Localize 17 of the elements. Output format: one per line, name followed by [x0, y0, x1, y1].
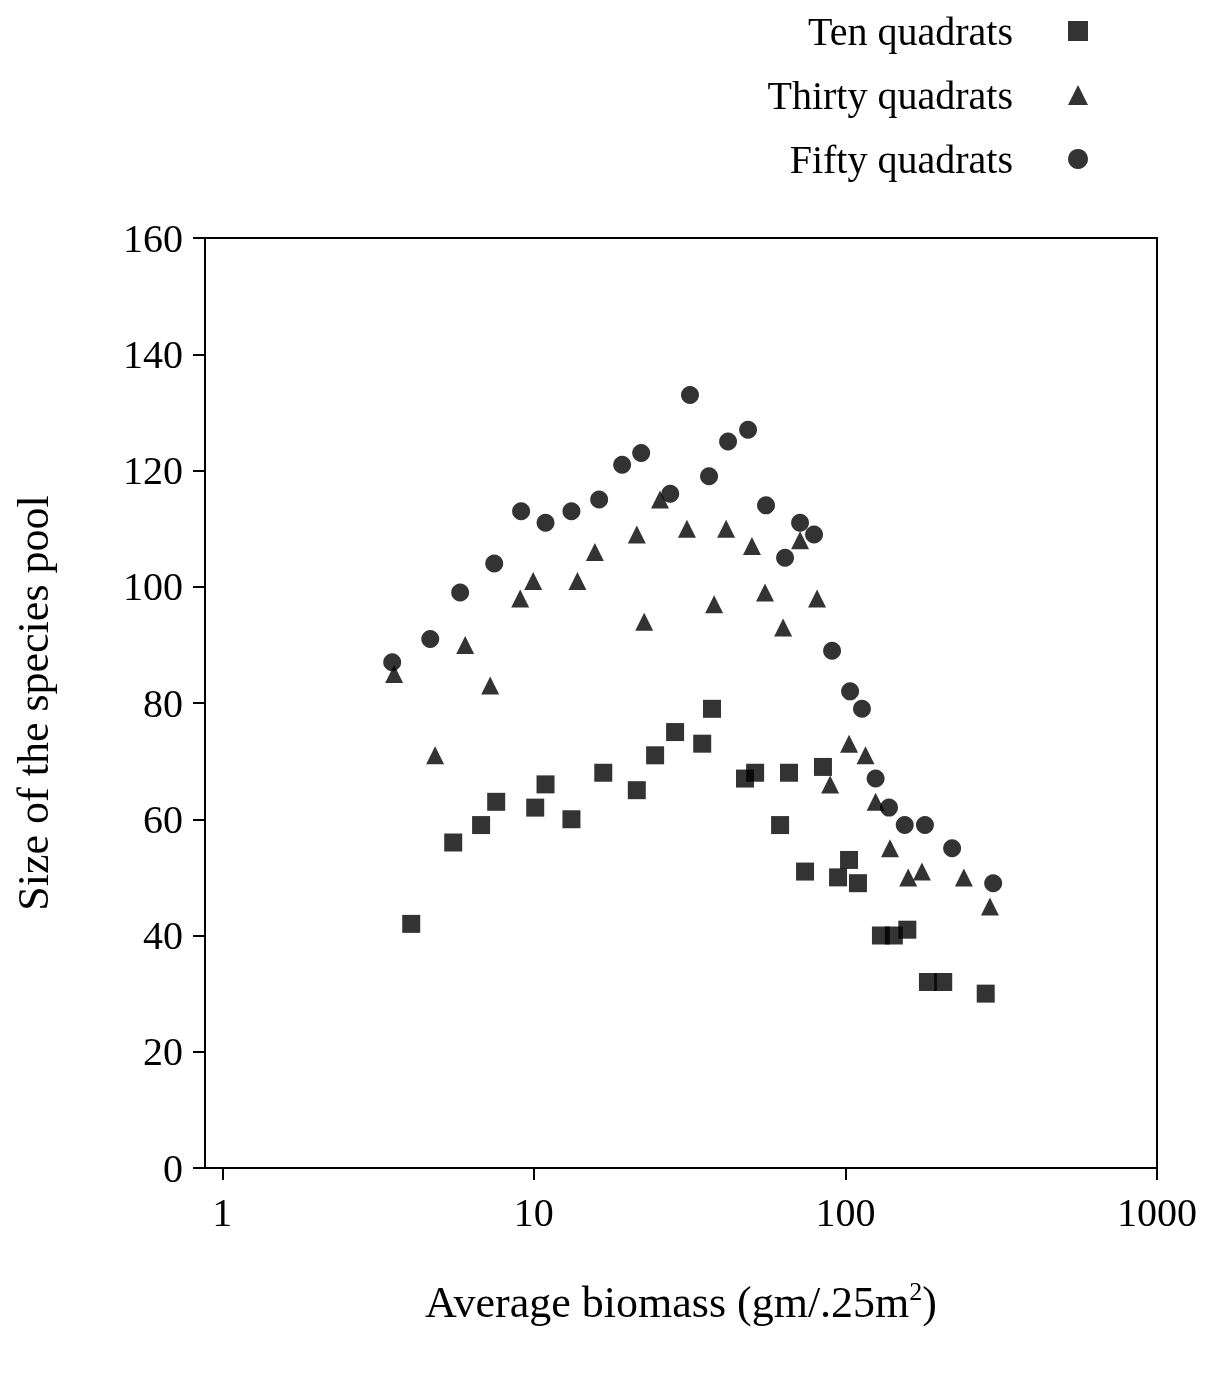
x-tick-label: 100: [815, 1189, 876, 1235]
legend-label: Thirty quadrats: [767, 72, 1013, 118]
x-tick-label: 10: [513, 1189, 554, 1235]
legend-label: Fifty quadrats: [789, 136, 1013, 182]
y-tick-label: 100: [123, 564, 183, 610]
y-axis-title: Size of the species pool: [8, 495, 58, 911]
y-tick-label: 80: [143, 680, 183, 726]
y-tick-label: 120: [123, 448, 183, 493]
y-tick-label: 160: [123, 215, 183, 261]
y-tick-label: 140: [123, 331, 183, 377]
x-tick-label: 1000: [1117, 1189, 1197, 1235]
y-tick-label: 20: [143, 1029, 183, 1075]
y-tick-label: 40: [143, 913, 183, 958]
x-tick-label: 1: [212, 1189, 233, 1235]
y-tick-label: 60: [143, 796, 183, 842]
y-tick-label: 0: [163, 1145, 183, 1191]
legend-label: Ten quadrats: [808, 8, 1013, 54]
